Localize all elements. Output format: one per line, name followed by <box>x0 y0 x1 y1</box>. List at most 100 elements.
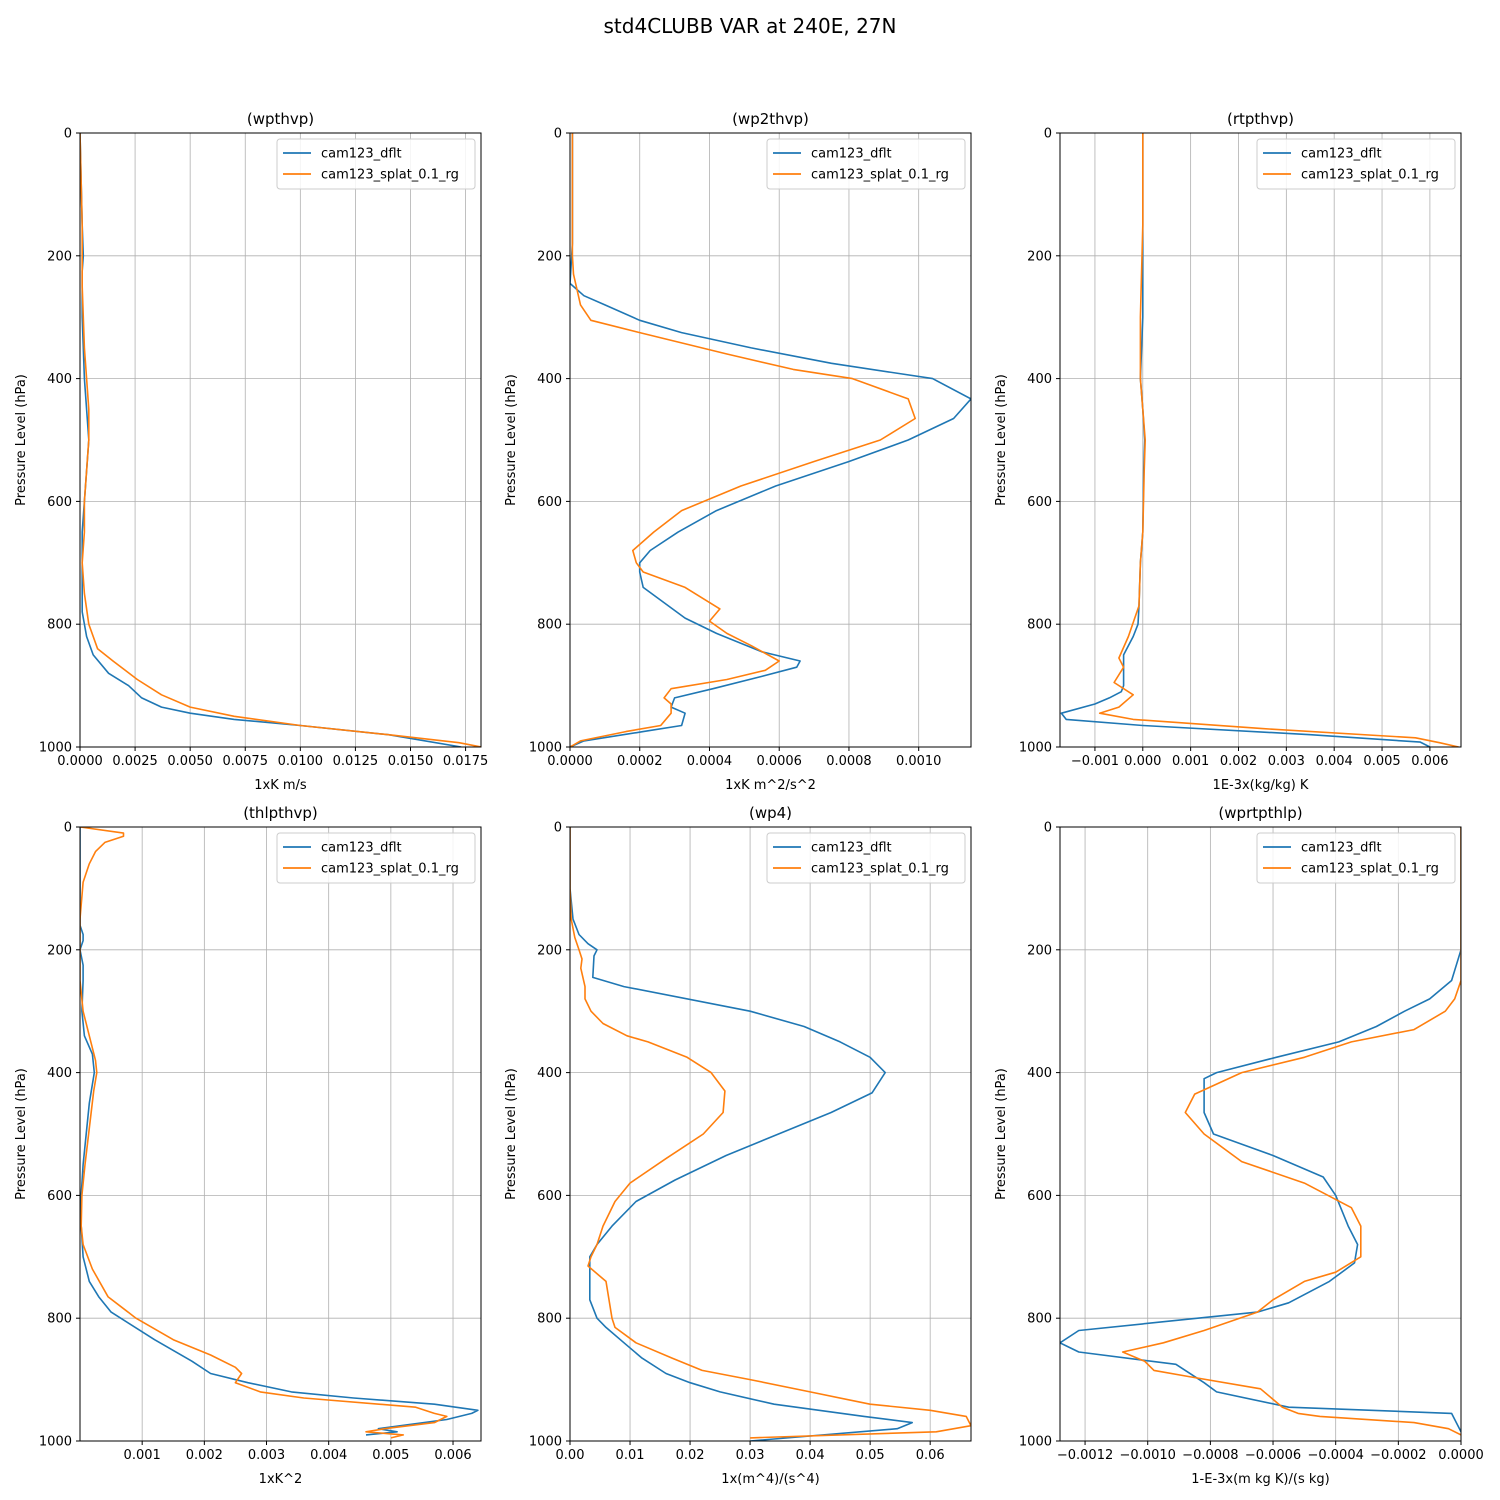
x-tick-label: 0.001 <box>1172 754 1209 769</box>
y-axis-label: Pressure Level (hPa) <box>504 1068 519 1200</box>
x-tick-label: 0.02 <box>676 1448 705 1463</box>
y-tick-label: 0 <box>64 821 72 836</box>
x-tick-label: 0.03 <box>736 1448 765 1463</box>
x-tick-label: −0.0004 <box>1307 1448 1363 1463</box>
x-tick-label: 0.0175 <box>443 754 489 769</box>
y-axis-label: Pressure Level (hPa) <box>504 374 519 506</box>
legend-box <box>276 832 476 884</box>
series-line-dflt <box>570 827 914 1441</box>
x-tick-label: 0.000 <box>1124 754 1161 769</box>
x-tick-label: 0.0100 <box>278 754 324 769</box>
y-tick-label: 0 <box>1044 127 1052 142</box>
x-tick-label: 0.05 <box>856 1448 885 1463</box>
plot-frame <box>569 826 972 1442</box>
y-tick-label: 800 <box>1027 618 1052 633</box>
x-tick-label: 0.005 <box>372 1448 409 1463</box>
chart-panel-2: 0.0000 0.0002 0.0004 0.0006 0.0008 0.0010 0 200… <box>504 110 972 793</box>
x-tick-label: 0.005 <box>1363 754 1400 769</box>
x-tick-label: 0.0010 <box>896 754 942 769</box>
chart-panel-5: 0.00 0.01 0.02 0.03 0.04 0.05 0.06 0 200 400 600 80… <box>504 804 972 1487</box>
legend: cam123_dflt cam123_splat_0.1_rg <box>276 138 476 190</box>
x-tick-label: 0.004 <box>1316 754 1353 769</box>
x-axis-label: 1xK m/s <box>254 778 307 793</box>
series-line-dflt <box>570 133 971 747</box>
y-tick-label: 600 <box>47 495 72 510</box>
y-tick-label: 200 <box>537 943 562 958</box>
legend-label: cam123_splat_0.1_rg <box>321 168 459 183</box>
plot-frame <box>1059 132 1462 748</box>
series-line-dflt <box>1060 827 1461 1433</box>
x-tick-label: 0.0150 <box>388 754 434 769</box>
y-tick-label: 600 <box>537 495 562 510</box>
y-tick-label: 800 <box>47 1312 72 1327</box>
plot-frame <box>79 826 482 1442</box>
y-tick-label: 0 <box>64 127 72 142</box>
y-tick-label: 200 <box>537 249 562 264</box>
chart-title: (wpthvp) <box>247 110 314 128</box>
y-tick-label: 1000 <box>529 1435 562 1450</box>
x-tick-label: 0.0006 <box>756 754 802 769</box>
x-tick-label: 0.004 <box>310 1448 347 1463</box>
x-tick-label: 0.06 <box>916 1448 945 1463</box>
chart-title: (rtpthvp) <box>1227 110 1294 128</box>
x-tick-label: −0.0002 <box>1370 1448 1426 1463</box>
y-tick-label: 1000 <box>1019 1435 1052 1450</box>
y-tick-label: 600 <box>537 1189 562 1204</box>
chart-panel-3: −0.001 0.000 0.001 0.002 0.003 0.004 0.005 0.00… <box>994 110 1462 793</box>
y-tick-label: 1000 <box>39 741 72 756</box>
legend-label: cam123_splat_0.1_rg <box>321 862 459 877</box>
x-tick-label: 0.006 <box>434 1448 471 1463</box>
chart-title: (thlpthvp) <box>243 804 318 822</box>
legend: cam123_dflt cam123_splat_0.1_rg <box>276 832 476 884</box>
chart-title: (wprtpthlp) <box>1218 804 1302 822</box>
x-tick-label: 0.001 <box>124 1448 161 1463</box>
legend: cam123_dflt cam123_splat_0.1_rg <box>1256 832 1456 884</box>
x-axis-label: 1-E-3x(m kg K)/(s kg) <box>1191 1472 1329 1487</box>
x-tick-label: 0.002 <box>1220 754 1257 769</box>
legend-label: cam123_splat_0.1_rg <box>811 862 949 877</box>
chart-panel-1: 0.0000 0.0025 0.0050 0.0075 0.0100 0.0125 0.01… <box>14 110 488 793</box>
legend-label: cam123_dflt <box>321 147 402 162</box>
y-tick-label: 200 <box>47 249 72 264</box>
x-tick-label: 0.0000 <box>1438 1448 1484 1463</box>
x-tick-label: 0.003 <box>248 1448 285 1463</box>
y-tick-label: 400 <box>537 372 562 387</box>
x-tick-label: 0.0000 <box>57 754 103 769</box>
plot-frame <box>79 132 482 748</box>
legend-box <box>276 138 476 190</box>
chart-title: (wp2thvp) <box>732 110 809 128</box>
figure-title: std4CLUBB VAR at 240E, 27N <box>603 14 897 38</box>
legend-label: cam123_splat_0.1_rg <box>1301 862 1439 877</box>
x-tick-label: 0.04 <box>796 1448 825 1463</box>
series-line-splat <box>80 827 448 1439</box>
y-tick-label: 600 <box>47 1189 72 1204</box>
x-tick-label: 0.0025 <box>112 754 158 769</box>
series-line-splat <box>570 133 917 747</box>
y-tick-label: 1000 <box>39 1435 72 1450</box>
y-tick-label: 800 <box>1027 1312 1052 1327</box>
y-tick-label: 0 <box>1044 821 1052 836</box>
x-tick-label: 0.006 <box>1411 754 1448 769</box>
legend-label: cam123_dflt <box>811 147 892 162</box>
series-line-dflt <box>1060 133 1431 747</box>
legend-label: cam123_dflt <box>1301 147 1382 162</box>
y-tick-label: 200 <box>47 943 72 958</box>
y-tick-label: 600 <box>1027 495 1052 510</box>
legend-label: cam123_splat_0.1_rg <box>1301 168 1439 183</box>
y-tick-label: 1000 <box>1019 741 1052 756</box>
legend-label: cam123_dflt <box>1301 841 1382 856</box>
y-tick-label: 800 <box>537 1312 562 1327</box>
y-axis-label: Pressure Level (hPa) <box>994 374 1009 506</box>
legend-label: cam123_splat_0.1_rg <box>811 168 949 183</box>
x-tick-label: 0.002 <box>186 1448 223 1463</box>
y-tick-label: 600 <box>1027 1189 1052 1204</box>
x-tick-label: 0.0002 <box>617 754 663 769</box>
series-line-splat <box>80 133 481 747</box>
x-tick-label: 0.00 <box>556 1448 585 1463</box>
x-tick-label: −0.0006 <box>1245 1448 1301 1463</box>
x-tick-label: 0.0000 <box>547 754 593 769</box>
x-tick-label: −0.0012 <box>1057 1448 1113 1463</box>
y-tick-label: 800 <box>537 618 562 633</box>
x-tick-label: 0.01 <box>616 1448 645 1463</box>
